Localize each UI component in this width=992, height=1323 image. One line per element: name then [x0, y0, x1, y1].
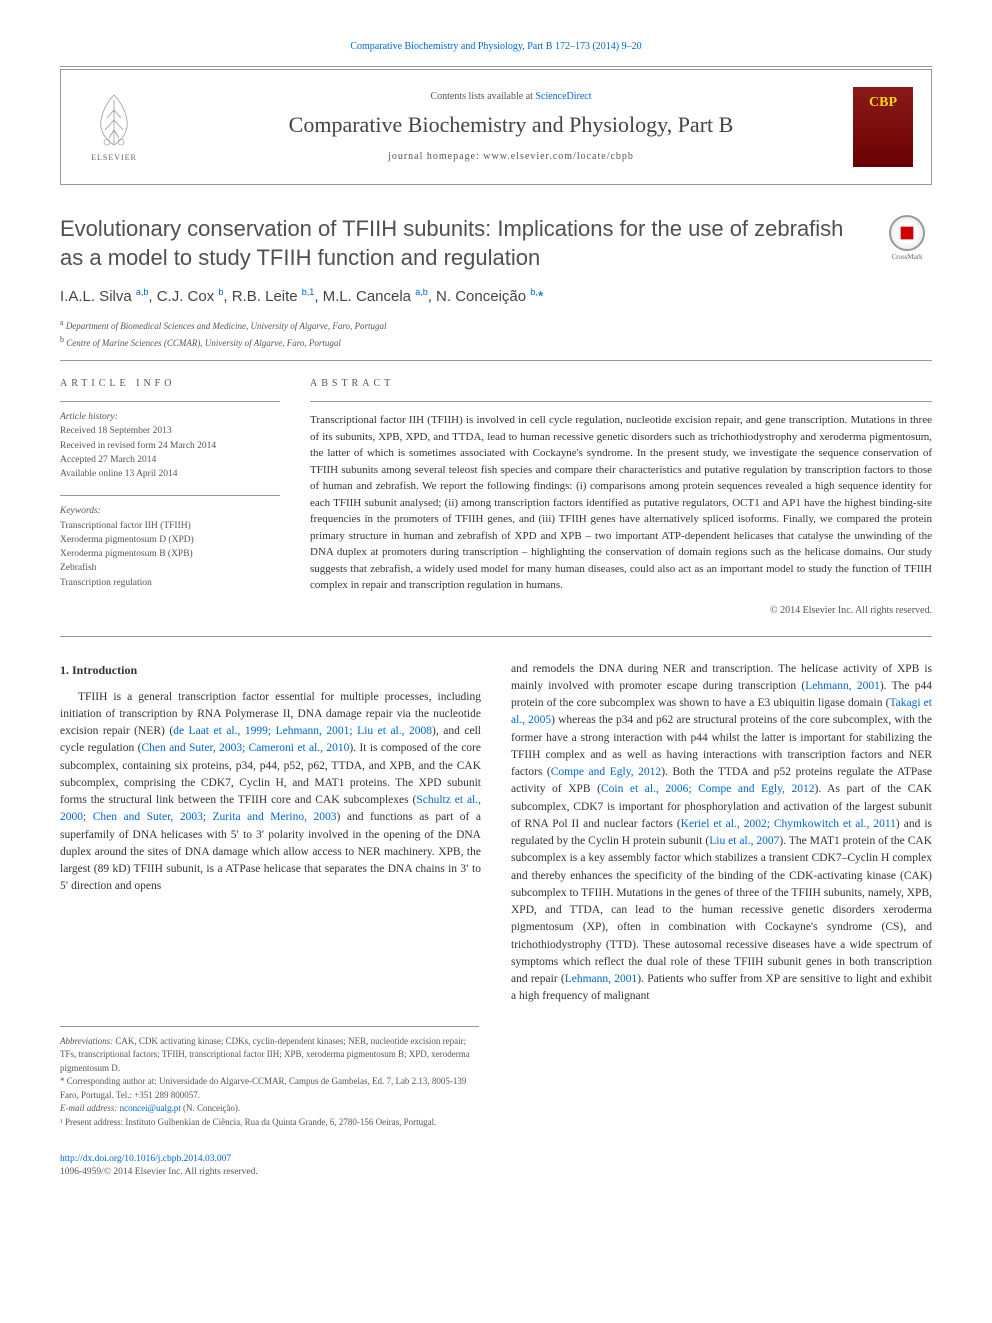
top-citation-link[interactable]: Comparative Biochemistry and Physiology,… [350, 41, 641, 52]
footnotes: Abbreviations: CAK, CDK activating kinas… [60, 1026, 479, 1130]
keyword: Transcriptional factor IIH (TFIIH) [60, 519, 280, 533]
rule-info-2 [60, 495, 280, 496]
history-line: Available online 13 April 2014 [60, 467, 280, 481]
abstract-copyright: © 2014 Elsevier Inc. All rights reserved… [310, 604, 932, 618]
keyword: Xeroderma pigmentosum D (XPD) [60, 533, 280, 547]
body-col-left: 1. Introduction TFIIH is a general trans… [60, 661, 481, 1006]
cbp-logo-text: CBP [869, 93, 897, 113]
introduction-heading: 1. Introduction [60, 661, 481, 679]
crossmark-label: CrossMark [891, 253, 922, 263]
elsevier-tree-icon [89, 90, 139, 150]
doi-link[interactable]: http://dx.doi.org/10.1016/j.cbpb.2014.03… [60, 1154, 231, 1164]
history-line: Accepted 27 March 2014 [60, 453, 280, 467]
crossmark-badge[interactable]: CrossMark [882, 215, 932, 265]
top-citation: Comparative Biochemistry and Physiology,… [60, 40, 932, 54]
affiliations: a Department of Biomedical Sciences and … [60, 317, 932, 350]
email-link[interactable]: nconcei@ualg.pt [120, 1103, 181, 1113]
header-center: Contents lists available at ScienceDirec… [169, 90, 853, 165]
crossmark-icon [889, 215, 925, 251]
journal-header: ELSEVIER Contents lists available at Sci… [60, 69, 932, 185]
abstract-heading: ABSTRACT [310, 377, 932, 391]
article-history: Article history: Received 18 September 2… [60, 410, 280, 481]
cbp-cover-logo: CBP [853, 87, 913, 167]
abstract-text: Transcriptional factor IIH (TFIIH) is in… [310, 412, 932, 594]
rule-after-affiliations [60, 360, 932, 361]
keywords-label: Keywords: [60, 504, 280, 518]
issn-copyright: 1096-4959/© 2014 Elsevier Inc. All right… [60, 1166, 932, 1179]
title-row: Evolutionary conservation of TFIIH subun… [60, 215, 932, 272]
history-label: Article history: [60, 410, 280, 424]
keyword: Transcription regulation [60, 576, 280, 590]
homepage-url: www.elsevier.com/locate/cbpb [483, 151, 634, 162]
rule-abstract [310, 401, 932, 402]
contents-line: Contents lists available at ScienceDirec… [169, 90, 853, 104]
page-footer: http://dx.doi.org/10.1016/j.cbpb.2014.03… [60, 1153, 932, 1180]
abstract-col: ABSTRACT Transcriptional factor IIH (TFI… [310, 377, 932, 618]
authors-line: I.A.L. Silva a,b, C.J. Cox b, R.B. Leite… [60, 286, 932, 307]
contents-prefix: Contents lists available at [430, 91, 535, 102]
rule-before-body [60, 636, 932, 637]
journal-homepage: journal homepage: www.elsevier.com/locat… [169, 150, 853, 164]
email-suffix: (N. Conceição). [181, 1103, 240, 1113]
keyword: Xeroderma pigmentosum B (XPB) [60, 547, 280, 561]
keywords-block: Keywords: Transcriptional factor IIH (TF… [60, 504, 280, 590]
journal-name: Comparative Biochemistry and Physiology,… [169, 110, 853, 141]
elsevier-label: ELSEVIER [91, 152, 137, 163]
intro-para-col2: and remodels the DNA during NER and tran… [511, 661, 932, 1006]
present-address: ¹ Present address: Instituto Gulbenkian … [60, 1116, 479, 1130]
elsevier-logo: ELSEVIER [79, 82, 149, 172]
sciencedirect-link[interactable]: ScienceDirect [535, 91, 591, 102]
body-columns: 1. Introduction TFIIH is a general trans… [60, 661, 932, 1006]
keyword: Zebrafish [60, 561, 280, 575]
info-abstract-row: ARTICLE INFO Article history: Received 1… [60, 377, 932, 618]
homepage-label: journal homepage: [388, 151, 483, 162]
email-line: E-mail address: nconcei@ualg.pt (N. Conc… [60, 1102, 479, 1116]
history-line: Received 18 September 2013 [60, 424, 280, 438]
article-title: Evolutionary conservation of TFIIH subun… [60, 215, 862, 272]
intro-para-col1: TFIIH is a general transcription factor … [60, 689, 481, 896]
abbrev-label: Abbreviations: [60, 1036, 113, 1046]
article-info-col: ARTICLE INFO Article history: Received 1… [60, 377, 280, 618]
corresponding-author: * Corresponding author at: Universidade … [60, 1075, 479, 1102]
top-rule [60, 66, 932, 67]
article-info-heading: ARTICLE INFO [60, 377, 280, 391]
abbrev-text: CAK, CDK activating kinase; CDKs, cyclin… [60, 1036, 470, 1073]
email-label: E-mail address: [60, 1103, 120, 1113]
body-col-right: and remodels the DNA during NER and tran… [511, 661, 932, 1006]
abbreviations-line: Abbreviations: CAK, CDK activating kinas… [60, 1035, 479, 1076]
rule-info-1 [60, 401, 280, 402]
history-line: Received in revised form 24 March 2014 [60, 439, 280, 453]
